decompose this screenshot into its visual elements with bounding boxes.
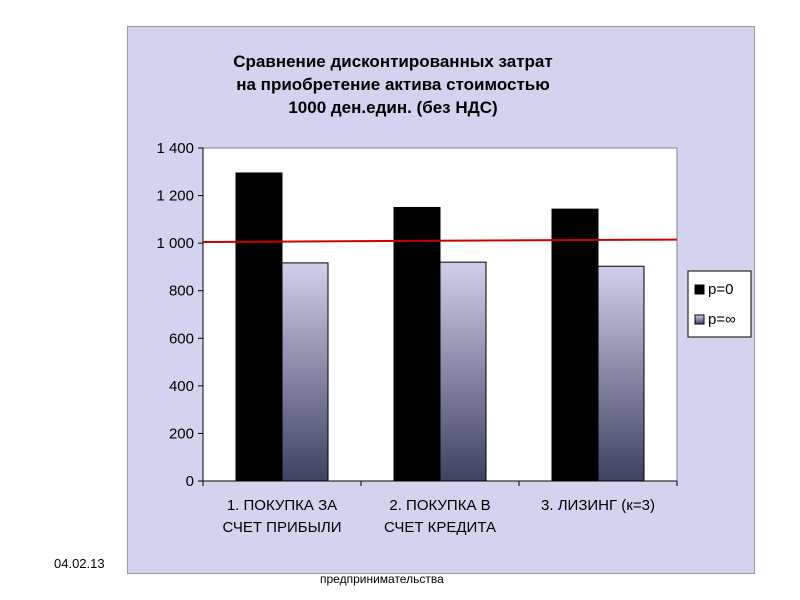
chart-title: Сравнение дисконтированных затрат на прио…: [233, 52, 552, 117]
bar-series-1: [393, 206, 441, 482]
bars: [235, 172, 645, 482]
x-category-label-line: СЧЕТ ПРИБЫЛИ: [223, 519, 342, 536]
reference-line: [202, 238, 678, 243]
y-tick-label: 600: [169, 330, 194, 347]
x-category-label: 1. ПОКУПКА ЗА СЧЕТ ПРИБЫЛИ: [223, 497, 342, 536]
y-tick-label: 0: [186, 473, 194, 490]
y-tick-label: 1 000: [156, 235, 194, 252]
legend-swatch: [694, 314, 705, 325]
x-category-label: 3. ЛИЗИНГ (к=3): [541, 497, 655, 514]
x-category-label: 2. ПОКУПКА В СЧЕТ КРЕДИТА: [384, 497, 496, 536]
footer-text: предпринимательства: [320, 572, 444, 586]
bar-series-2: [597, 265, 645, 482]
y-tick-label: 400: [169, 378, 194, 395]
reference-line-group: [202, 238, 678, 243]
chart-title-line: Сравнение дисконтированных затрат: [233, 52, 552, 71]
bar-series-2: [439, 261, 487, 482]
slide-date: 04.02.13: [54, 556, 105, 571]
chart-title-line: на приобретение актива стоимостью: [236, 75, 550, 94]
bar-series-1: [551, 208, 599, 482]
x-axis: 1. ПОКУПКА ЗА СЧЕТ ПРИБЫЛИ 2. ПОКУПКА В СЧЕ…: [202, 480, 678, 536]
legend-label: p=0: [708, 281, 733, 298]
chart-frame: Сравнение дисконтированных затрат на прио…: [127, 26, 755, 574]
x-category-label-line: 1. ПОКУПКА ЗА: [227, 497, 337, 514]
y-axis: 0 200 400 600 800 1 000 1 200 1 400: [156, 140, 204, 490]
legend-label: p=∞: [708, 311, 736, 328]
y-tick-label: 1 200: [156, 188, 194, 205]
legend-swatch: [694, 284, 705, 295]
bar-series-2: [281, 262, 329, 482]
y-tick-label: 200: [169, 425, 194, 442]
y-tick-label: 800: [169, 283, 194, 300]
legend-box: [687, 270, 752, 338]
chart-svg: Сравнение дисконтированных затрат на прио…: [156, 52, 752, 536]
x-category-label-line: 3. ЛИЗИНГ (к=3): [541, 497, 655, 514]
x-category-label-line: СЧЕТ КРЕДИТА: [384, 519, 496, 536]
bar-series-1: [235, 172, 283, 482]
y-tick-label: 1 400: [156, 140, 194, 157]
chart-title-line: 1000 ден.един. (без НДС): [288, 98, 497, 117]
x-category-label-line: 2. ПОКУПКА В: [389, 497, 490, 514]
legend: p=0 p=∞: [687, 270, 752, 338]
